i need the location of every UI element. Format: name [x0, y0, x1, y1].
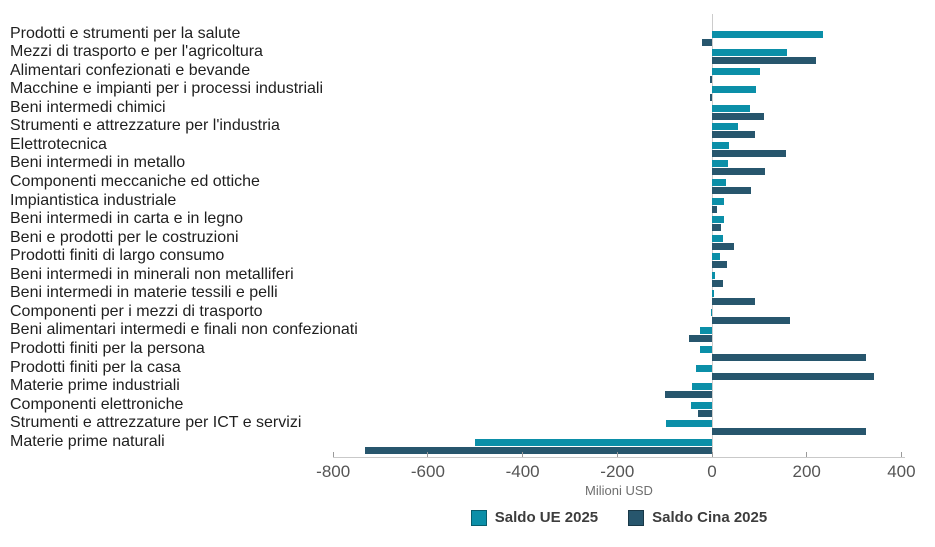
bar-saldo-cina — [712, 298, 756, 306]
x-tick-mark — [427, 452, 429, 457]
bar-saldo-ue — [695, 364, 712, 372]
bar-saldo-cina — [712, 205, 717, 213]
bar-saldo-cina — [710, 75, 712, 83]
category-label: Prodotti finiti di largo consumo — [10, 247, 225, 265]
category-label: Beni intermedi in metallo — [10, 154, 186, 172]
x-tick-label: -800 — [316, 462, 351, 481]
bar-saldo-cina — [712, 354, 866, 362]
bar-saldo-cina — [712, 131, 756, 139]
bar-saldo-ue — [712, 197, 725, 205]
bar-saldo-ue — [690, 401, 712, 409]
category-label: Prodotti finiti per la persona — [10, 340, 205, 358]
legend-swatch-ue-icon — [470, 509, 487, 526]
bar-saldo-ue — [712, 86, 757, 94]
bar-saldo-ue — [712, 290, 714, 298]
bar-saldo-cina — [712, 57, 816, 65]
category-label: Beni intermedi in minerali non metallife… — [10, 265, 294, 283]
x-tick-label: -200 — [600, 462, 635, 481]
bar-saldo-ue — [712, 141, 729, 149]
bar-saldo-ue — [712, 178, 727, 186]
x-axis-line — [333, 457, 905, 458]
legend-label-cina: Saldo Cina 2025 — [652, 509, 768, 526]
category-label: Impiantistica industriale — [10, 191, 177, 209]
bar-saldo-ue — [712, 67, 760, 75]
category-label: Componenti elettroniche — [10, 395, 184, 413]
bar-saldo-ue — [712, 30, 823, 38]
x-tick-mark — [711, 452, 713, 457]
bar-saldo-cina — [689, 335, 712, 343]
bar-saldo-ue — [712, 104, 750, 112]
legend-swatch-cina-icon — [628, 509, 645, 526]
category-label: Componenti meccaniche ed ottiche — [10, 172, 260, 190]
x-tick-label: 200 — [792, 462, 821, 481]
x-tick-mark — [332, 452, 334, 457]
bar-saldo-ue — [475, 438, 712, 446]
legend-item-saldo-cina: Saldo Cina 2025 — [628, 509, 767, 526]
bar-saldo-ue — [712, 271, 716, 279]
x-tick-label: 0 — [707, 462, 717, 481]
legend: Saldo UE 2025 Saldo Cina 2025 — [333, 509, 905, 526]
bar-saldo-cina — [709, 94, 712, 102]
legend-item-saldo-ue: Saldo UE 2025 — [470, 509, 599, 526]
category-label: Materie prime industriali — [10, 377, 180, 395]
bar-saldo-ue — [700, 327, 712, 335]
bar-saldo-cina — [712, 149, 786, 157]
bar-saldo-cina — [712, 428, 866, 436]
legend-label-ue: Saldo UE 2025 — [494, 509, 599, 526]
bar-saldo-cina — [712, 224, 721, 232]
category-label: Prodotti finiti per la casa — [10, 358, 181, 376]
bar-saldo-ue — [700, 346, 712, 354]
x-tick-label: -600 — [410, 462, 445, 481]
category-label: Beni e prodotti per le costruzioni — [10, 228, 239, 246]
bar-saldo-cina — [701, 38, 712, 46]
bar-saldo-ue — [712, 123, 738, 131]
category-label: Mezzi di trasporto e per l'agricoltura — [10, 43, 263, 61]
x-tick-label: 400 — [887, 462, 916, 481]
bar-saldo-cina — [712, 112, 764, 120]
category-label: Beni intermedi in carta e in legno — [10, 210, 244, 228]
category-label: Beni alimentari intermedi e finali non c… — [10, 321, 358, 339]
x-tick-label: -400 — [505, 462, 540, 481]
category-label: Prodotti e strumenti per la salute — [10, 24, 241, 42]
x-tick-mark — [806, 452, 808, 457]
bar-saldo-cina — [712, 186, 751, 194]
category-label: Beni intermedi in materie tessili e pell… — [10, 284, 278, 302]
category-label: Elettrotecnica — [10, 135, 107, 153]
category-label: Strumenti e attrezzature per l'industria — [10, 117, 280, 135]
x-axis-title: Milioni USD — [585, 483, 653, 498]
bar-saldo-cina — [712, 261, 727, 269]
category-label: Beni intermedi chimici — [10, 98, 166, 116]
bar-saldo-cina — [712, 279, 723, 287]
bar-saldo-cina — [664, 391, 712, 399]
bar-saldo-ue — [712, 49, 788, 57]
bar-saldo-cina — [712, 242, 735, 250]
bar-saldo-ue — [712, 216, 725, 224]
bar-saldo-cina — [712, 372, 874, 380]
bar-saldo-cina — [712, 316, 791, 324]
bar-saldo-ue — [665, 420, 712, 428]
bar-saldo-ue — [712, 253, 720, 261]
bar-saldo-ue — [712, 234, 723, 242]
bar-saldo-cina — [697, 409, 712, 417]
x-tick-mark — [900, 452, 902, 457]
x-tick-mark — [522, 452, 524, 457]
bar-saldo-cina — [365, 446, 712, 454]
bar-saldo-ue — [712, 160, 729, 168]
category-label: Materie prime naturali — [10, 432, 165, 450]
category-label: Componenti per i mezzi di trasporto — [10, 302, 263, 320]
category-label: Strumenti e attrezzature per ICT e servi… — [10, 414, 302, 432]
bar-saldo-ue — [691, 383, 712, 391]
x-tick-mark — [616, 452, 618, 457]
category-label: Alimentari confezionati e bevande — [10, 61, 251, 79]
category-label: Macchine e impianti per i processi indus… — [10, 80, 324, 98]
bar-saldo-cina — [712, 168, 766, 176]
bar-saldo-ue — [711, 308, 713, 316]
